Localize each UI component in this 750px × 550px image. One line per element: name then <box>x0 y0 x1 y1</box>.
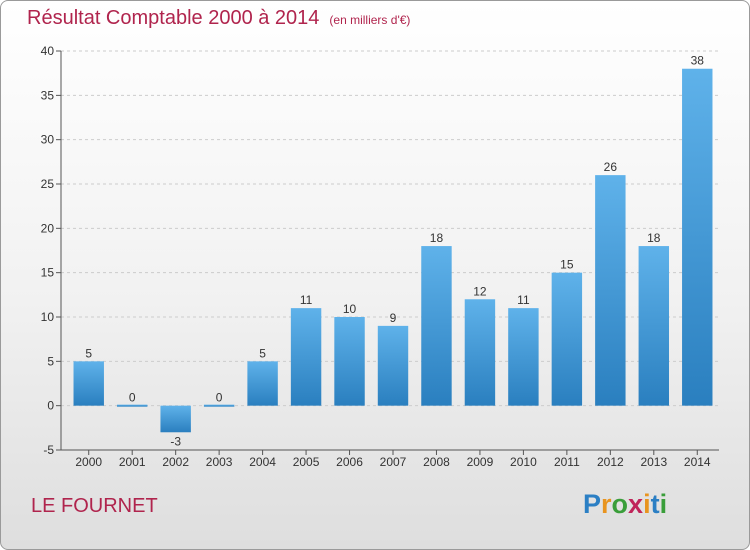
x-tick-label-2001: 2001 <box>119 455 146 469</box>
bar-2013 <box>638 246 670 406</box>
y-tick-label: 30 <box>41 133 55 147</box>
x-tick-label-2002: 2002 <box>162 455 189 469</box>
bar-2011 <box>551 272 583 406</box>
x-tick-label-2009: 2009 <box>467 455 494 469</box>
bar-2005 <box>290 308 322 406</box>
bar-2014 <box>682 68 713 406</box>
logo-letter: x <box>628 489 644 519</box>
data-label-2006: 10 <box>343 302 357 316</box>
chart-title-text: Résultat Comptable 2000 à 2014 <box>27 7 320 29</box>
bar-2003 <box>203 404 235 407</box>
data-label-2012: 26 <box>604 160 618 174</box>
data-label-2005: 11 <box>300 293 313 307</box>
axes <box>56 50 719 455</box>
x-tick-label-2012: 2012 <box>597 455 624 469</box>
bar-2000 <box>73 361 104 406</box>
x-tick-label-2007: 2007 <box>380 455 407 469</box>
y-tick-label: 15 <box>41 266 55 280</box>
logo-letter: P <box>583 489 602 519</box>
bars <box>73 68 713 433</box>
commune-name: LE FOURNET <box>31 495 158 517</box>
x-tick-label-2006: 2006 <box>336 455 363 469</box>
data-label-2010: 11 <box>517 293 530 307</box>
data-label-2013: 18 <box>647 231 661 245</box>
bar-2007 <box>377 325 409 406</box>
bar-2002 <box>160 405 191 433</box>
bar-2009 <box>464 299 496 406</box>
bar-2001 <box>116 404 148 407</box>
data-label-2001: 0 <box>129 391 136 405</box>
bar-2010 <box>508 308 539 406</box>
labels: -5 0 5 10 15 20 25 30 35 40 5 2000 0 2001 -3 2002 0 2003 5… <box>41 44 711 469</box>
y-tick-label: 40 <box>41 44 55 58</box>
logo-letter: i <box>659 489 668 519</box>
data-label-2007: 9 <box>390 311 397 325</box>
logo-letter: i <box>643 489 651 519</box>
chart-unit-note: (en milliers d'€) <box>329 13 411 27</box>
logo-letter: r <box>601 489 612 519</box>
bar-2004 <box>247 361 278 406</box>
y-tick-label: 25 <box>41 177 55 191</box>
y-tick-label: 0 <box>47 399 54 413</box>
y-tick-label: 5 <box>47 354 54 368</box>
x-tick-label-2000: 2000 <box>75 455 102 469</box>
data-label-2000: 5 <box>85 346 92 360</box>
x-tick-label-2004: 2004 <box>249 455 276 469</box>
y-tick-label: -5 <box>43 443 54 457</box>
proxiti-logo: Proxiti <box>583 489 667 520</box>
x-tick-label-2003: 2003 <box>206 455 233 469</box>
x-tick-label-2013: 2013 <box>640 455 667 469</box>
y-tick-label: 10 <box>41 310 55 324</box>
x-tick-label-2010: 2010 <box>510 455 537 469</box>
y-tick-label: 35 <box>41 88 55 102</box>
chart-title: Résultat Comptable 2000 à 2014 (en millie… <box>27 7 410 30</box>
x-tick-label-2014: 2014 <box>684 455 711 469</box>
bar-2012 <box>595 175 626 406</box>
data-label-2014: 38 <box>691 54 705 68</box>
data-label-2011: 15 <box>560 258 574 272</box>
x-tick-label-2005: 2005 <box>293 455 320 469</box>
y-tick-label: 20 <box>41 221 55 235</box>
data-label-2008: 18 <box>430 231 444 245</box>
bar-2006 <box>334 317 365 406</box>
data-label-2003: 0 <box>216 391 223 405</box>
data-label-2002: -3 <box>170 434 181 448</box>
bar-2008 <box>421 246 452 406</box>
data-label-2004: 5 <box>259 346 266 360</box>
logo-letter: t <box>650 489 660 519</box>
x-tick-label-2008: 2008 <box>423 455 450 469</box>
data-label-2009: 12 <box>473 284 487 298</box>
logo-letter: o <box>611 489 629 519</box>
x-tick-label-2011: 2011 <box>554 455 580 469</box>
